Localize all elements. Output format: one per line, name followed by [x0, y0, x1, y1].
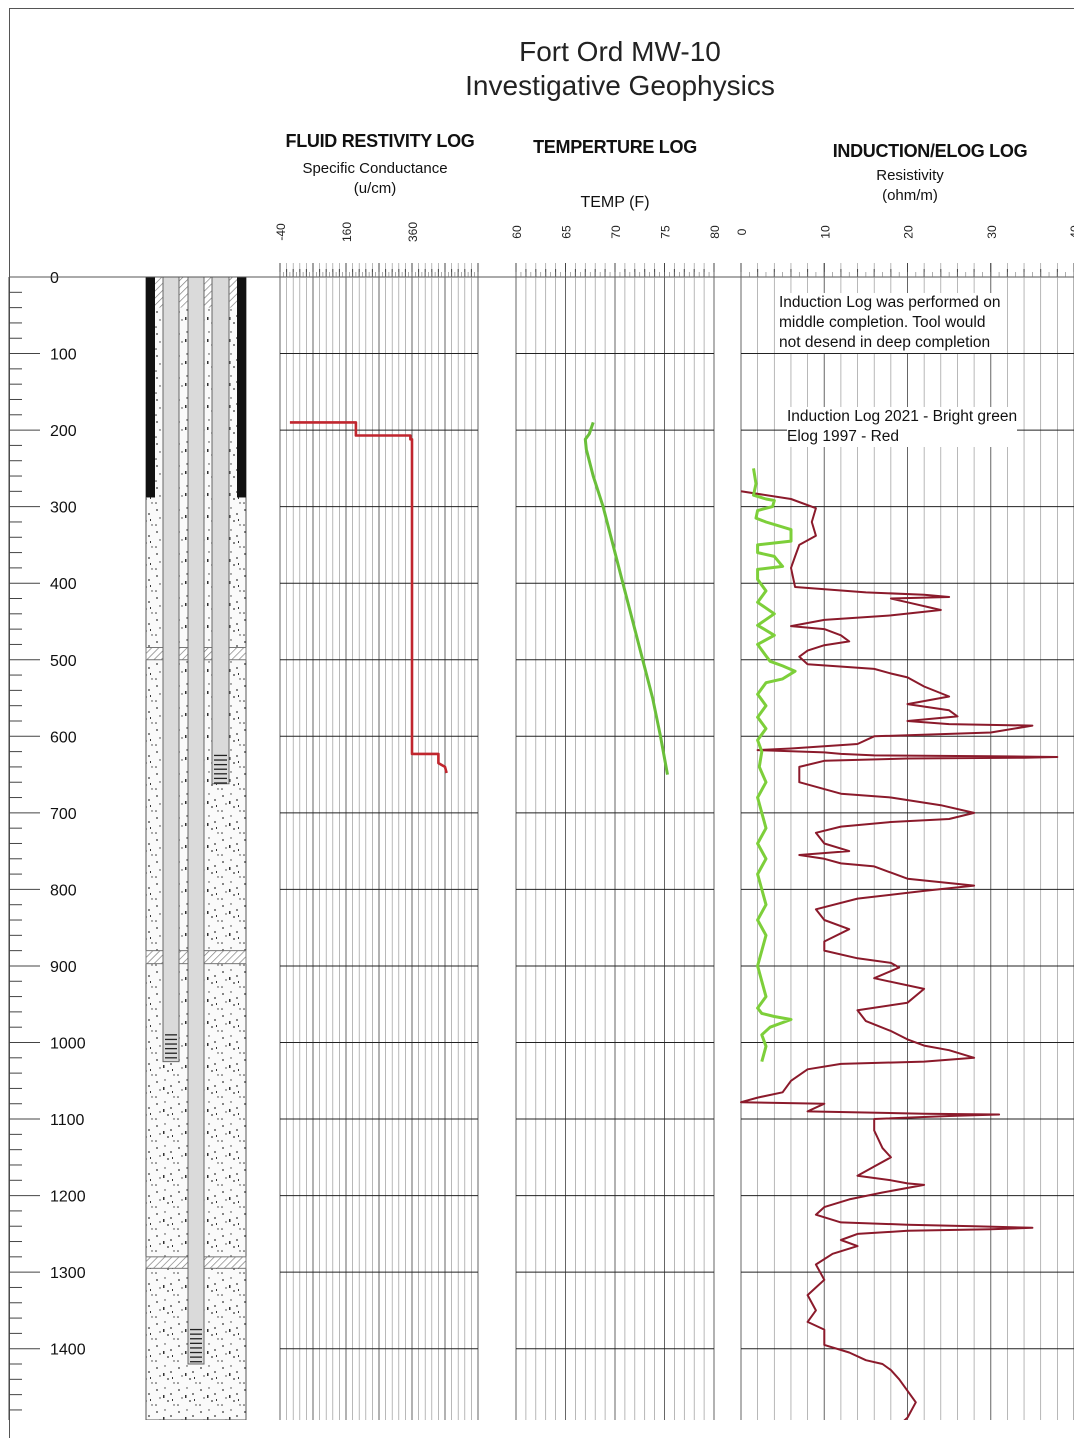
casing-shallow — [162, 276, 180, 1063]
induction-log-subtitle: Resistivity — [876, 167, 944, 184]
temp-tick-label: 70 — [609, 225, 623, 239]
log-series — [289, 421, 1059, 1420]
depth-label: 800 — [50, 882, 77, 899]
temp-tick-label: 80 — [708, 225, 722, 239]
depth-label: 500 — [50, 653, 77, 670]
depth-label: 100 — [50, 347, 77, 364]
log-tracks: -40 160 360 60 65 70 75 80 0 10 20 30 40 — [9, 222, 1074, 1420]
chart-title-line2: Investigative Geophysics — [465, 70, 775, 101]
depth-label: 900 — [50, 959, 77, 976]
depth-label: 1200 — [50, 1189, 86, 1206]
depth-axis: 0 100 200 300 400 500 600 700 800 900 1000 1100 1200… — [8, 270, 86, 1420]
annotation-induction-note: Induction Log was performed on middle co… — [779, 293, 1001, 353]
fluid-log-subtitle: Specific Conductance — [302, 160, 448, 177]
depth-label: 300 — [50, 500, 77, 517]
fluid-tick-label: -40 — [274, 223, 288, 241]
well-diagram — [145, 276, 247, 1420]
note1-line3: not desend in deep completion — [779, 334, 991, 351]
induction-tick-label: 10 — [818, 225, 832, 239]
note1-line2: middle completion. Tool would — [779, 314, 986, 331]
note1-line1: Induction Log was performed on — [779, 294, 1001, 311]
temp-log-xlabel: TEMP (F) — [580, 194, 650, 211]
induction-log-title: INDUCTION/ELOG LOG — [832, 141, 1028, 161]
fluid-log-title: FLUID RESTIVITY LOG — [285, 131, 475, 151]
conductor-right — [237, 277, 246, 498]
temp-tick-label: 75 — [659, 225, 673, 239]
annotation-legend-note: Induction Log 2021 - Bright green Elog 1… — [787, 407, 1018, 447]
induction-log-units: (ohm/m) — [882, 187, 938, 204]
depth-label: 600 — [50, 729, 77, 746]
conductor-left — [146, 277, 155, 498]
depth-label: 1500 — [50, 1418, 86, 1420]
temp-tick-label: 60 — [510, 225, 524, 239]
temp-log-title: TEMPERTURE LOG — [533, 137, 697, 157]
depth-label: 1400 — [50, 1342, 86, 1359]
induction-tick-label: 0 — [735, 228, 749, 235]
fluid-tick-label: 160 — [340, 222, 354, 242]
chart-title-line1: Fort Ord MW-10 — [519, 36, 721, 67]
elog-1997-line — [740, 490, 1059, 1420]
induction-2021-line — [752, 468, 797, 1062]
note2-line1: Induction Log 2021 - Bright green — [787, 408, 1018, 425]
note2-line2: Elog 1997 - Red — [787, 428, 900, 445]
fluid-tick-label: 360 — [406, 222, 420, 242]
depth-label: 700 — [50, 806, 77, 823]
induction-tick-label: 30 — [985, 225, 999, 239]
casing-middle — [211, 276, 230, 785]
temperature-line — [583, 421, 669, 775]
fluid-log-units: (u/cm) — [353, 180, 397, 197]
induction-tick-label: 20 — [902, 225, 916, 239]
depth-label: 0 — [50, 270, 59, 287]
depth-label: 1000 — [50, 1036, 86, 1053]
induction-tick-label: 40 — [1068, 225, 1074, 239]
fluid-conductance-line — [289, 421, 448, 774]
temp-tick-label: 65 — [560, 225, 574, 239]
depth-label: 1100 — [50, 1112, 85, 1129]
depth-label: 400 — [50, 576, 77, 593]
depth-label: 200 — [50, 423, 77, 440]
depth-label: 1300 — [50, 1265, 86, 1282]
casing-deep — [187, 276, 205, 1365]
